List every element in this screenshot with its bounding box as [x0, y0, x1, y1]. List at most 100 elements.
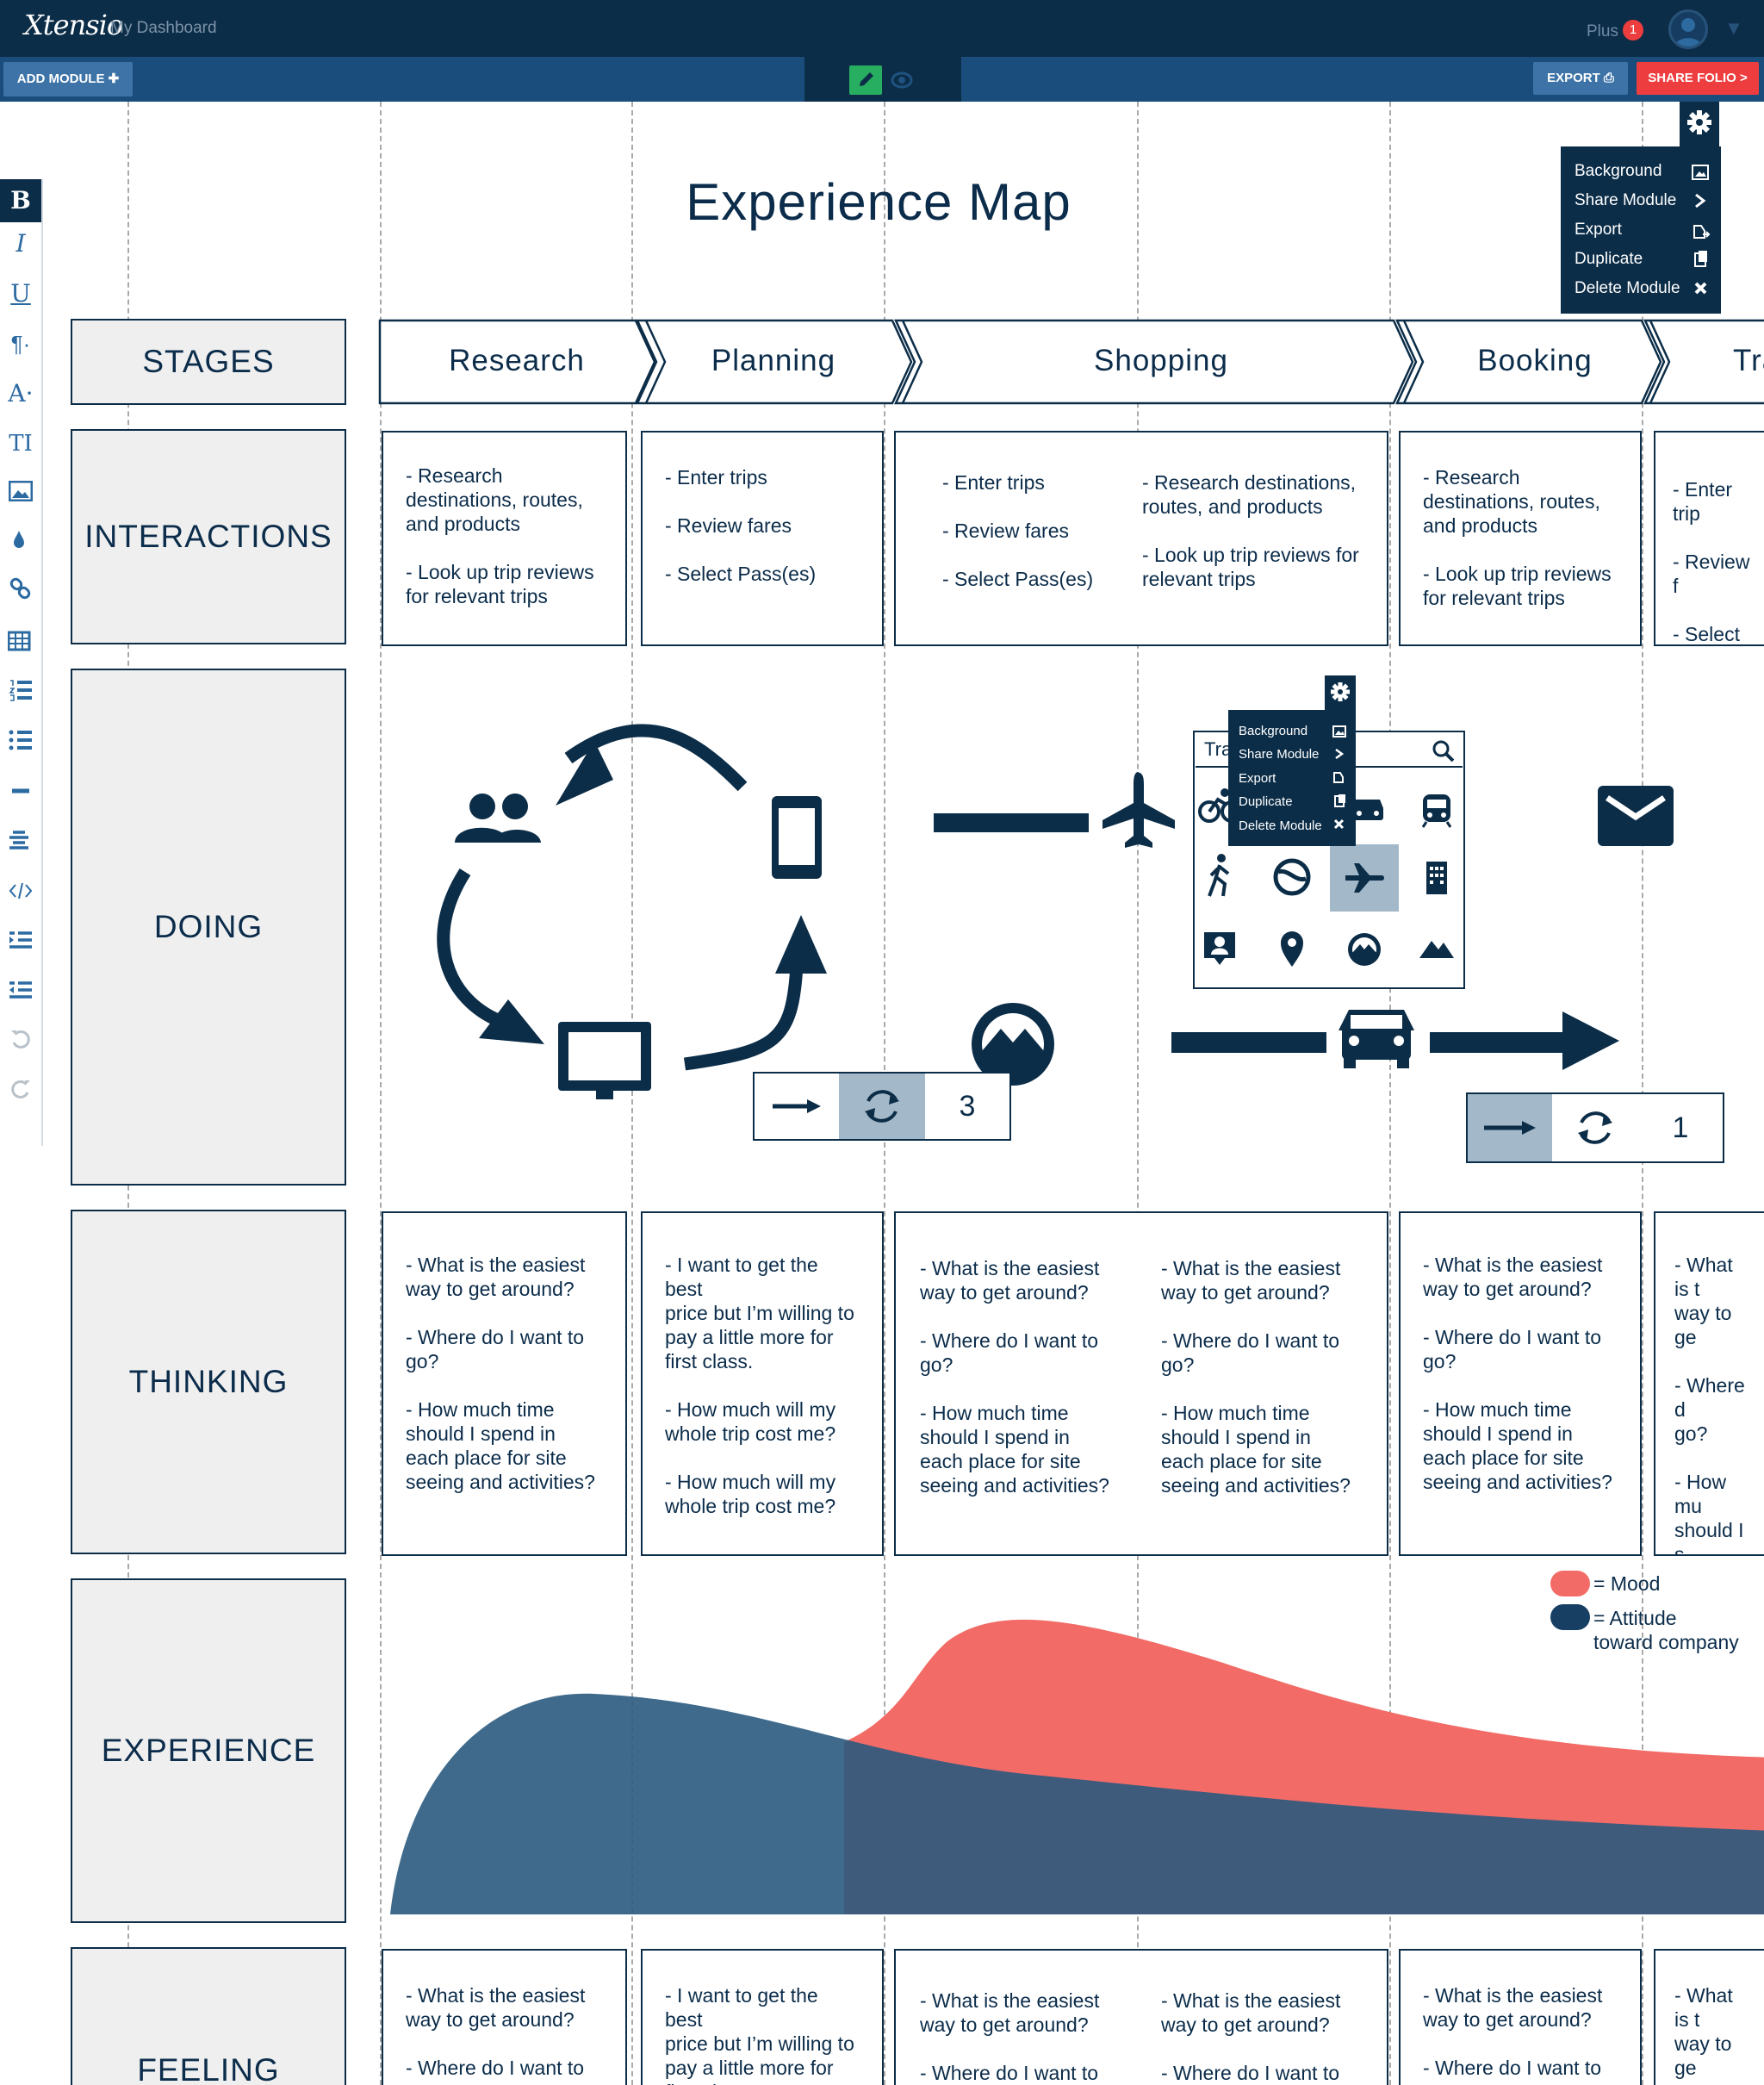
row-label-experience[interactable]: EXPERIENCE [71, 1578, 346, 1923]
menu-item-delete-module[interactable]: Delete Module [1575, 279, 1680, 297]
interaction-card[interactable]: - Enter trips - Review fares - Select Pa… [641, 431, 884, 646]
menu-item-delete-module[interactable]: Delete Module [1239, 818, 1322, 833]
landscape-circle-icon-option[interactable] [1330, 915, 1399, 982]
location-pin-icon-option[interactable] [1258, 915, 1326, 982]
menu-item-duplicate[interactable]: Duplicate [1575, 250, 1643, 268]
bold-button[interactable]: B [0, 179, 41, 222]
ordered-list-button[interactable] [0, 672, 41, 715]
row-label-thinking[interactable]: THINKING [71, 1210, 346, 1554]
export-button[interactable]: EXPORT ⎙ [1533, 62, 1628, 95]
counter-value[interactable]: 1 [1672, 1111, 1689, 1144]
indent-icon [9, 931, 32, 949]
travel-line [934, 813, 1089, 832]
plan-label[interactable]: Plus [1587, 22, 1618, 40]
person-pin-icon-option[interactable] [1185, 915, 1254, 982]
direction-arrow-button[interactable] [755, 1074, 839, 1139]
search-icon[interactable] [1430, 738, 1457, 765]
thinking-card-shopping[interactable]: - What is the easiest way to get around?… [894, 1211, 1388, 1556]
interaction-card-shopping[interactable]: - Enter trips - Review fares - Select Pa… [894, 431, 1388, 646]
menu-item-export[interactable]: Export [1239, 771, 1276, 786]
icon-settings-gear-button[interactable] [1325, 675, 1356, 710]
experience-map-title[interactable]: Experience Map [686, 173, 1071, 231]
feeling-text[interactable]: - What is the easiest way to get around?… [920, 1989, 1100, 2084]
interaction-text[interactable]: - Research destinations, routes, and pro… [1142, 471, 1359, 590]
building-icon-option[interactable] [1402, 844, 1471, 912]
share-folio-button[interactable]: SHARE FOLIO > [1637, 62, 1759, 95]
stage-label-travel[interactable]: Tra [1733, 344, 1764, 377]
menu-item-share-module[interactable]: Share Module [1239, 747, 1320, 762]
rotate-button[interactable] [839, 1074, 925, 1139]
counter-value[interactable]: 3 [959, 1089, 976, 1123]
font-button[interactable]: A· [8, 379, 34, 408]
stage-label-shopping[interactable]: Shopping [1094, 344, 1228, 377]
stage-label-booking[interactable]: Booking [1477, 344, 1593, 377]
globe-icon-option[interactable] [1258, 844, 1326, 912]
module-settings-gear-button[interactable] [1680, 102, 1719, 146]
stage-chevron-planning [636, 319, 913, 405]
interaction-card[interactable]: - Research destinations, routes, and pro… [1399, 431, 1642, 646]
outdent-button[interactable] [0, 972, 41, 1015]
font-size-button[interactable]: TI [9, 431, 33, 457]
add-module-button[interactable]: ADD MODULE ✚ [3, 62, 133, 96]
interaction-card[interactable]: - Enter trip - Review f - Select Pa [1654, 431, 1764, 646]
rotate-button[interactable] [1552, 1094, 1638, 1161]
legend-mood-label[interactable]: = Mood [1593, 1572, 1661, 1595]
link-button[interactable] [0, 572, 41, 615]
airplane-icon-option-selected[interactable] [1330, 844, 1399, 912]
menu-item-background[interactable]: Background [1575, 162, 1662, 180]
unordered-list-button[interactable] [0, 722, 41, 765]
interaction-text[interactable]: - Enter trips - Review fares - Select Pa… [942, 471, 1094, 590]
interaction-card[interactable]: - Research destinations, routes, and pro… [382, 431, 627, 646]
xtensio-logo[interactable]: Xtensio [24, 9, 123, 41]
thinking-card[interactable]: - What is the easiest way to get around?… [1399, 1211, 1642, 1556]
menu-item-background[interactable]: Background [1239, 724, 1308, 738]
feeling-text[interactable]: - What is the easiest way to get around?… [1161, 1989, 1341, 2084]
account-dropdown-caret-icon[interactable]: ▼ [1724, 17, 1743, 39]
text-color-button[interactable] [0, 522, 41, 565]
redo-button[interactable] [0, 1072, 41, 1115]
indent-button[interactable] [0, 922, 41, 965]
thinking-card[interactable]: - I want to get the best price but I’m w… [641, 1211, 884, 1556]
image-icon [8, 480, 34, 502]
row-label-doing[interactable]: DOING [71, 669, 346, 1186]
table-button[interactable] [0, 622, 41, 665]
align-button[interactable] [0, 822, 41, 865]
feeling-card-shopping[interactable]: - What is the easiest way to get around?… [894, 1949, 1388, 2085]
direction-arrow-button[interactable] [1468, 1094, 1552, 1161]
menu-item-export[interactable]: Export [1575, 221, 1622, 239]
thinking-text[interactable]: - What is the easiest way to get around?… [1161, 1257, 1351, 1497]
undo-button[interactable] [0, 1022, 41, 1065]
underline-button[interactable]: U [10, 279, 31, 308]
mountain-icon-option[interactable] [1402, 915, 1471, 982]
divider-button[interactable] [0, 772, 41, 815]
notification-badge[interactable]: 1 [1623, 20, 1643, 40]
thinking-card[interactable]: - What is the easiest way to get around?… [382, 1211, 627, 1556]
italic-button[interactable]: I [16, 229, 26, 258]
menu-item-share-module[interactable]: Share Module [1575, 191, 1677, 209]
my-dashboard-link[interactable]: My Dashboard [110, 19, 217, 37]
car-icon-option[interactable] [1333, 775, 1402, 843]
train-icon-option[interactable] [1402, 775, 1471, 843]
thinking-card[interactable]: - What is t way to ge - Where d go? - Ho… [1654, 1211, 1764, 1556]
thinking-text[interactable]: - What is the easiest way to get around?… [920, 1257, 1109, 1497]
stage-label-planning[interactable]: Planning [711, 344, 836, 377]
stage-label-research[interactable]: Research [449, 344, 585, 377]
user-avatar[interactable] [1668, 9, 1708, 49]
row-label-stages[interactable]: STAGES [71, 319, 346, 405]
feeling-card[interactable]: - I want to get the best price but I’m w… [641, 1949, 884, 2085]
top-navigation-bar [0, 0, 1764, 57]
edit-mode-button[interactable] [849, 65, 882, 95]
code-button[interactable] [0, 872, 41, 915]
preview-mode-button[interactable] [885, 65, 918, 95]
row-label-interactions[interactable]: INTERACTIONS [71, 429, 346, 644]
paragraph-button[interactable]: ¶· [10, 331, 31, 357]
row-label-feeling[interactable]: FEELING [71, 1947, 346, 2085]
feeling-card[interactable]: - What is the easiest way to get around?… [382, 1949, 627, 2085]
eye-icon [891, 72, 913, 89]
legend-attitude-label[interactable]: = Attitude toward company [1593, 1607, 1739, 1653]
walk-icon-option[interactable] [1185, 844, 1254, 912]
feeling-card[interactable]: - What is the easiest way to get around?… [1399, 1949, 1642, 2085]
menu-item-duplicate[interactable]: Duplicate [1239, 794, 1293, 809]
feeling-card[interactable]: - What is t way to ge - Where d [1654, 1949, 1764, 2085]
insert-image-button[interactable] [0, 472, 41, 515]
